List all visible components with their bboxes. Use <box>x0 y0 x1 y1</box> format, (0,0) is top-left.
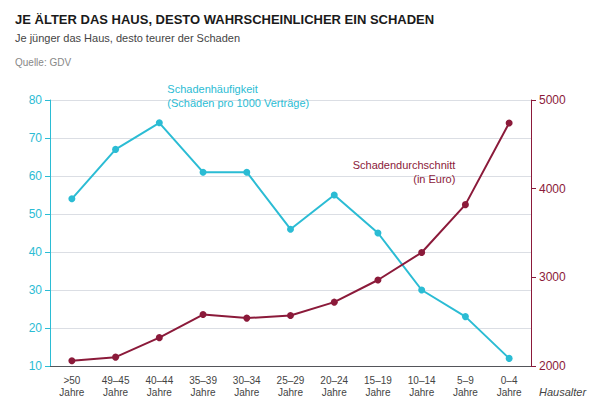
svg-text:5000: 5000 <box>539 93 566 107</box>
svg-text:0–4: 0–4 <box>501 375 518 386</box>
svg-text:20: 20 <box>29 321 43 335</box>
svg-text:Jahre: Jahre <box>365 387 390 398</box>
svg-text:Jahre: Jahre <box>147 387 172 398</box>
svg-text:2000: 2000 <box>539 359 566 373</box>
svg-text:10–14: 10–14 <box>408 375 436 386</box>
svg-text:Schadendurchschnitt: Schadendurchschnitt <box>353 159 456 171</box>
svg-text:Jahre: Jahre <box>59 387 84 398</box>
svg-text:Jahre: Jahre <box>322 387 347 398</box>
svg-text:Jahre: Jahre <box>191 387 216 398</box>
svg-text:15–19: 15–19 <box>364 375 392 386</box>
svg-text:25–29: 25–29 <box>277 375 305 386</box>
svg-text:70: 70 <box>29 131 43 145</box>
svg-text:3000: 3000 <box>539 270 566 284</box>
svg-text:Schadenhäufigkeit: Schadenhäufigkeit <box>167 83 258 95</box>
svg-text:80: 80 <box>29 93 43 107</box>
svg-text:Jahre: Jahre <box>278 387 303 398</box>
svg-text:(Schäden pro 1000 Verträge): (Schäden pro 1000 Verträge) <box>167 97 309 109</box>
svg-text:20–24: 20–24 <box>320 375 348 386</box>
svg-text:35–39: 35–39 <box>189 375 217 386</box>
svg-text:Jahre: Jahre <box>497 387 522 398</box>
svg-text:40: 40 <box>29 245 43 259</box>
svg-text:Jahre: Jahre <box>409 387 434 398</box>
svg-text:Jahre: Jahre <box>234 387 259 398</box>
svg-text:30: 30 <box>29 283 43 297</box>
svg-text:Jahre: Jahre <box>103 387 128 398</box>
svg-text:60: 60 <box>29 169 43 183</box>
svg-text:50: 50 <box>29 207 43 221</box>
svg-text:Je jünger das Haus, desto teur: Je jünger das Haus, desto teurer der Sch… <box>15 32 240 44</box>
svg-text:>50: >50 <box>63 375 80 386</box>
svg-text:40–44: 40–44 <box>145 375 173 386</box>
svg-text:5–9: 5–9 <box>457 375 474 386</box>
svg-text:Jahre: Jahre <box>453 387 478 398</box>
svg-text:Hausalter: Hausalter <box>539 386 587 398</box>
svg-text:4000: 4000 <box>539 182 566 196</box>
svg-text:Quelle: GDV: Quelle: GDV <box>15 57 71 68</box>
svg-text:JE ÄLTER DAS HAUS, DESTO WAHRS: JE ÄLTER DAS HAUS, DESTO WAHRSCHEINLICHE… <box>15 12 434 27</box>
svg-text:49–45: 49–45 <box>102 375 130 386</box>
svg-text:30–34: 30–34 <box>233 375 261 386</box>
svg-text:10: 10 <box>29 359 43 373</box>
svg-text:(in Euro): (in Euro) <box>413 173 455 185</box>
